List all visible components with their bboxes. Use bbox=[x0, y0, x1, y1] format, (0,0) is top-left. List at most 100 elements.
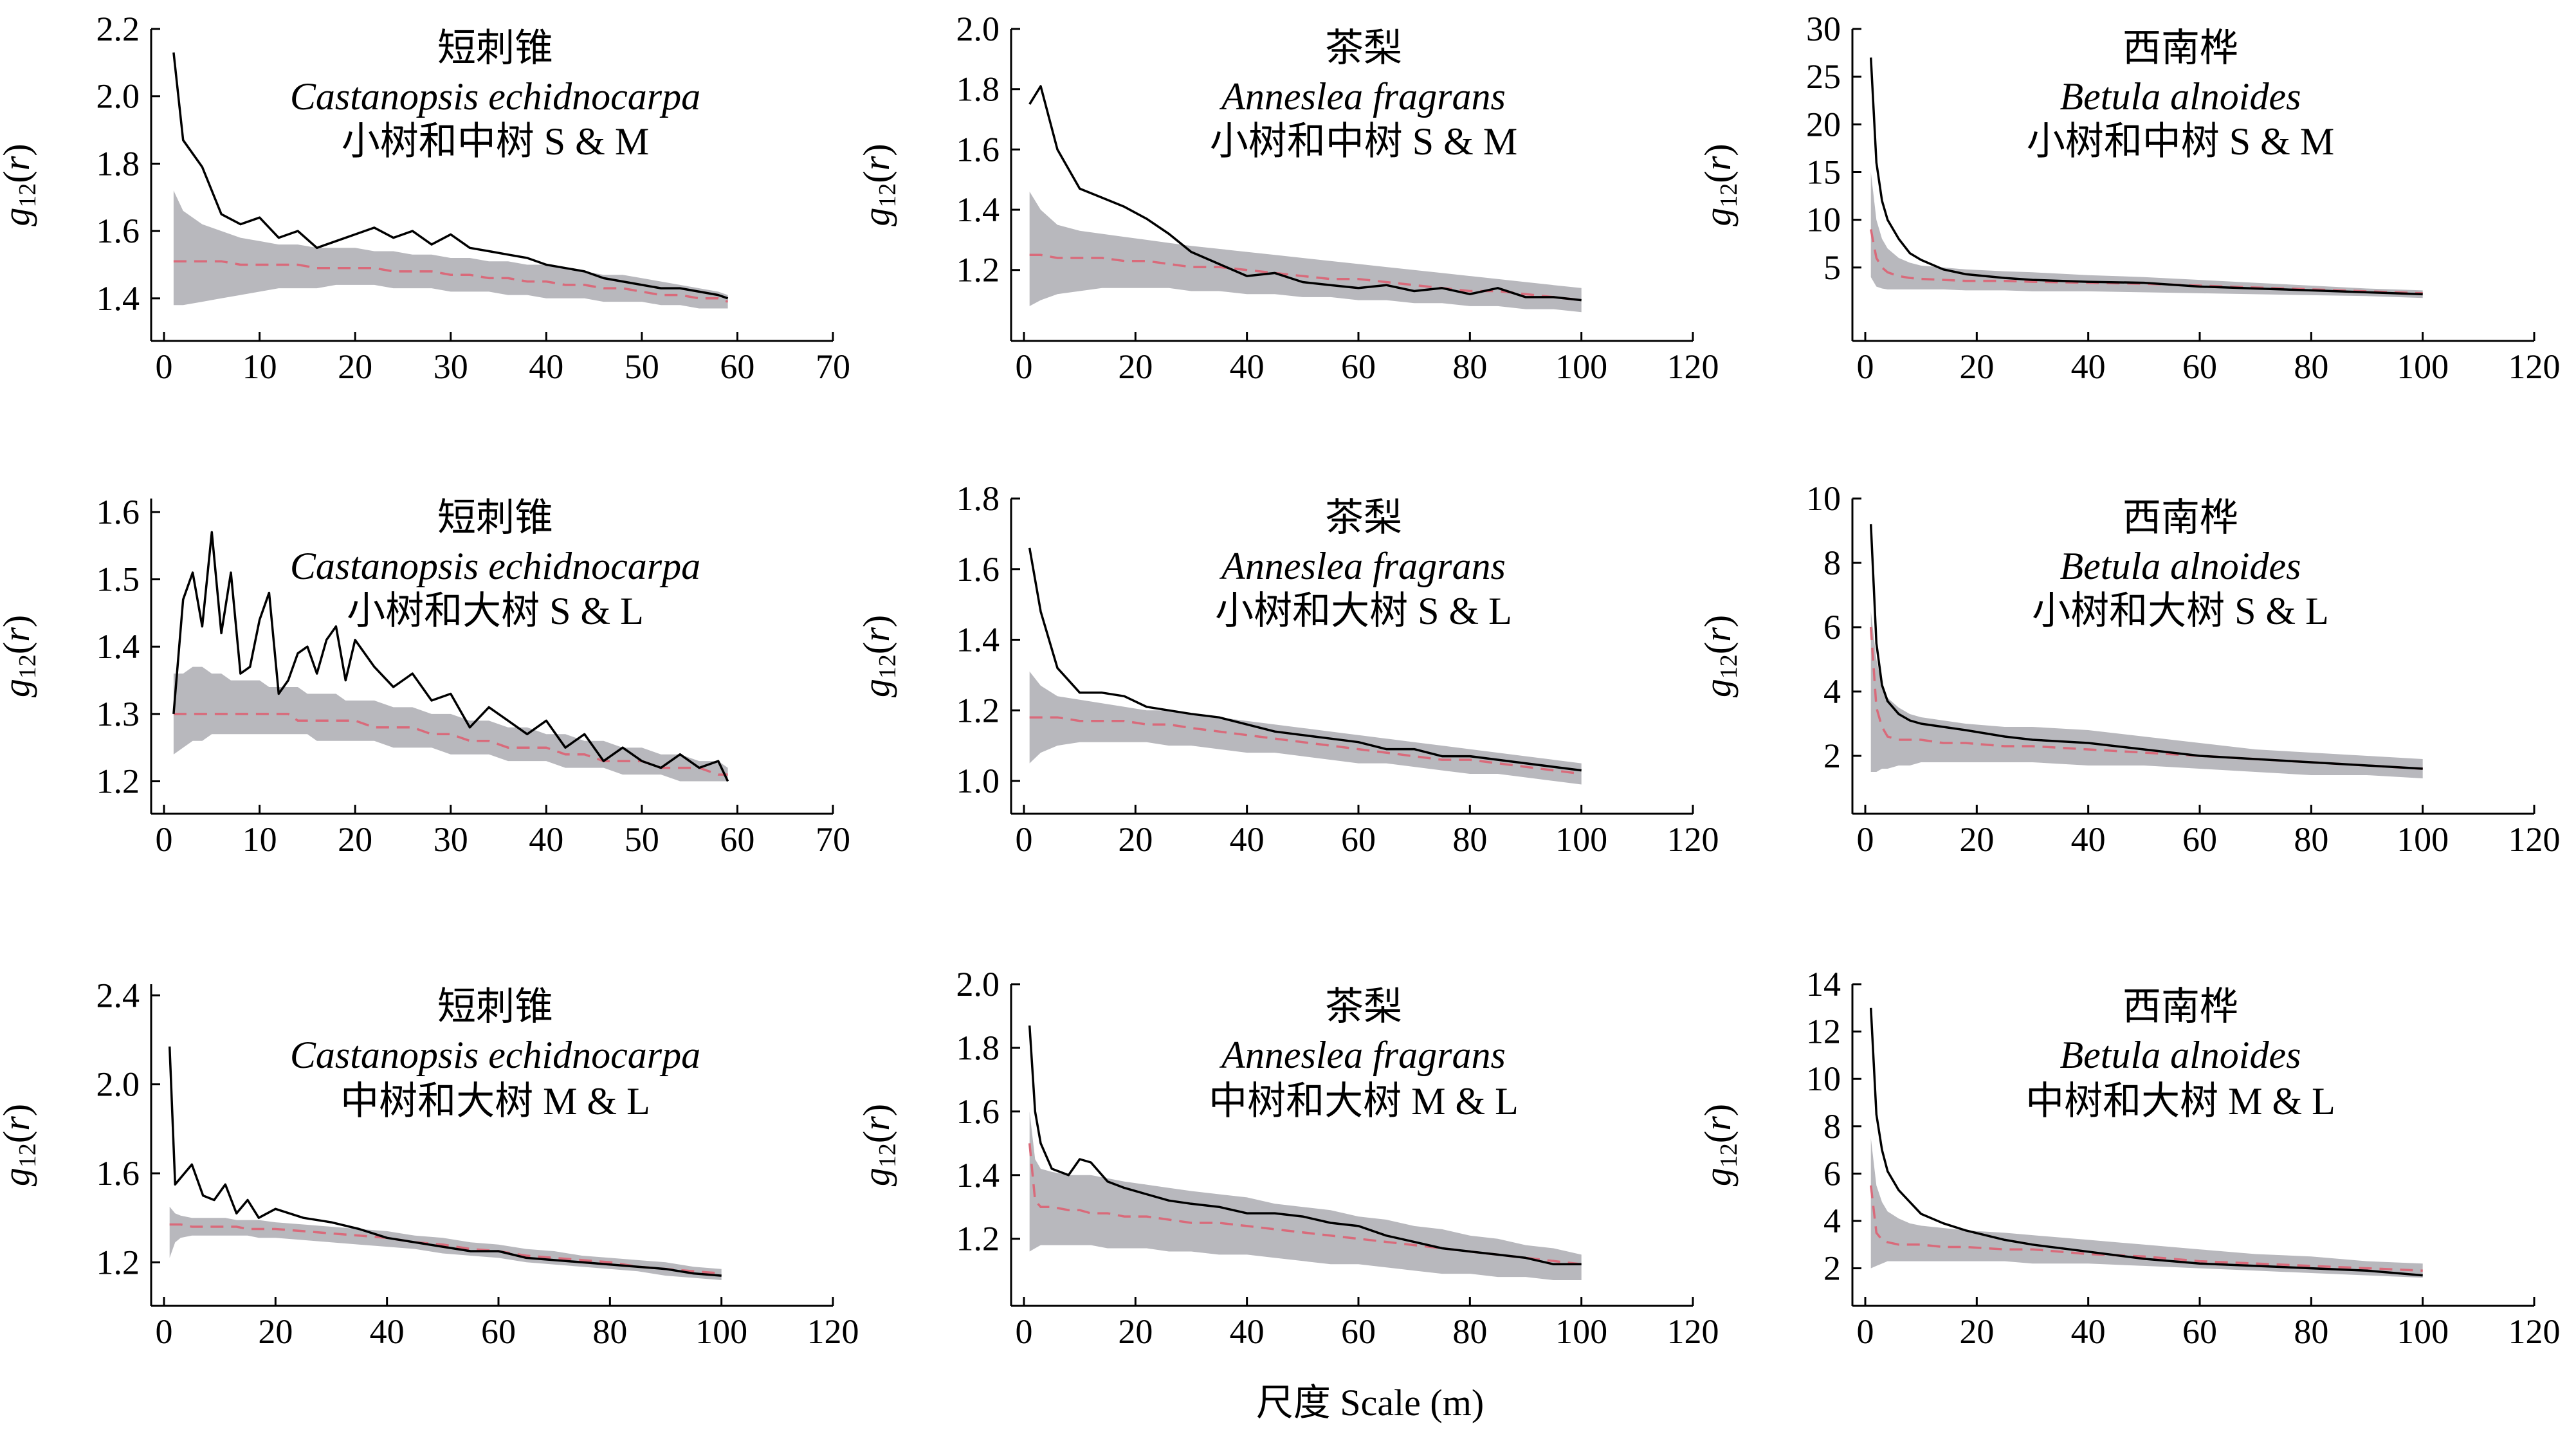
x-tick-label: 80 bbox=[2294, 347, 2328, 386]
x-tick-label: 60 bbox=[481, 1312, 516, 1351]
x-tick-label: 60 bbox=[2182, 1312, 2217, 1351]
x-tick-label: 20 bbox=[1959, 1312, 1994, 1351]
y-tick-label: 1.8 bbox=[96, 144, 140, 183]
y-tick-label: 8 bbox=[1823, 1107, 1841, 1146]
x-tick-label: 80 bbox=[1452, 347, 1487, 386]
x-tick-label: 60 bbox=[2182, 820, 2217, 859]
y-tick-label: 1.4 bbox=[96, 279, 140, 318]
y-tick-label: 8 bbox=[1823, 544, 1841, 582]
panel-title-latin: Betula alnoides bbox=[2060, 75, 2301, 118]
envelope-band bbox=[173, 190, 728, 309]
panel-1-1: 0 10 20 30 40 50 60 70 1.4 1.6 1.8 2.0 2.2 g12(r) 短刺锥 C… bbox=[0, 10, 850, 386]
panel-title-pair: 小树和大树 S & L bbox=[2032, 590, 2329, 632]
y-tick-label: 1.8 bbox=[956, 479, 1000, 518]
panel-1-3: 0 20 40 60 80 100 120 5 10 15 20 25 30 g12(r) 西南桦 Betul… bbox=[1697, 10, 2561, 386]
panel-title-chinese: 短刺锥 bbox=[437, 985, 553, 1028]
y-tick-label: 6 bbox=[1823, 608, 1841, 646]
x-tick-label: 0 bbox=[156, 1312, 173, 1351]
y-tick-label: 1.2 bbox=[956, 251, 1000, 289]
x-tick-label: 40 bbox=[1230, 1312, 1265, 1351]
x-axis-label: 尺度 Scale (m) bbox=[1256, 1382, 1484, 1424]
y-tick-label: 1.6 bbox=[956, 130, 1000, 169]
envelope-band bbox=[1870, 1138, 2423, 1278]
y-tick-label: 2.0 bbox=[956, 10, 1000, 48]
y-tick-label: 10 bbox=[1806, 1059, 1841, 1098]
expected-line bbox=[173, 713, 728, 776]
x-tick-label: 40 bbox=[370, 1312, 405, 1351]
x-tick-label: 100 bbox=[2397, 347, 2449, 386]
x-tick-label: 120 bbox=[2508, 820, 2561, 859]
panel-2-2: 0 20 40 60 80 100 120 1.0 1.2 1.4 1.6 1.8 g12(r) 茶梨 An… bbox=[855, 479, 1719, 859]
y-axis-label: g12(r) bbox=[0, 143, 41, 226]
observed-line bbox=[172, 52, 729, 300]
x-tick-label: 80 bbox=[2294, 820, 2328, 859]
y-tick-label: 5 bbox=[1823, 248, 1841, 287]
y-tick-label: 1.2 bbox=[956, 691, 1000, 729]
y-tick-label: 1.4 bbox=[956, 621, 1000, 659]
x-tick-label: 100 bbox=[1555, 1312, 1607, 1351]
y-tick-label: 1.6 bbox=[956, 1092, 1000, 1131]
y-tick-label: 2 bbox=[1823, 1249, 1841, 1288]
x-tick-label: 20 bbox=[1959, 347, 1994, 386]
x-tick-label: 10 bbox=[242, 347, 277, 386]
y-tick-label: 1.8 bbox=[956, 1029, 1000, 1067]
panel-title-pair: 小树和大树 S & L bbox=[1215, 590, 1512, 632]
envelope-band bbox=[1029, 191, 1582, 313]
panel-title-chinese: 茶梨 bbox=[1325, 497, 1402, 539]
panel-2-1: 0 10 20 30 40 50 60 70 1.2 1.3 1.4 1.5 1.6 g12(r) 短刺锥 C… bbox=[0, 493, 850, 859]
panel-3-3: 0 20 40 60 80 100 120 2 4 6 8 10 12 14 g12(r) 西南桦 Betula… bbox=[1697, 965, 2561, 1351]
x-tick-label: 60 bbox=[720, 347, 754, 386]
panel-title-chinese: 茶梨 bbox=[1325, 985, 1402, 1028]
envelope-band bbox=[169, 1206, 722, 1280]
y-axis-label: g12(r) bbox=[0, 1104, 41, 1186]
y-axis-label: g12(r) bbox=[855, 1104, 901, 1186]
y-tick-label: 1.2 bbox=[96, 1243, 140, 1281]
y-tick-label: 1.0 bbox=[956, 762, 1000, 800]
observed-line bbox=[168, 1046, 722, 1277]
x-tick-label: 120 bbox=[2508, 347, 2561, 386]
y-tick-label: 30 bbox=[1806, 10, 1841, 48]
x-tick-label: 20 bbox=[338, 820, 372, 859]
x-tick-label: 80 bbox=[2294, 1312, 2328, 1351]
observed-line bbox=[1869, 1007, 2423, 1277]
panel-title-pair: 小树和中树 S & M bbox=[1210, 120, 1517, 163]
x-tick-label: 120 bbox=[1667, 1312, 1719, 1351]
expected-line bbox=[1869, 229, 2423, 295]
x-tick-label: 20 bbox=[1118, 820, 1153, 859]
panel-title-latin: Anneslea fragrans bbox=[1219, 1034, 1506, 1076]
y-axis-label: g12(r) bbox=[855, 143, 901, 226]
observed-line bbox=[1028, 1025, 1582, 1266]
expected-line bbox=[1869, 627, 2423, 770]
y-tick-label: 1.2 bbox=[96, 762, 140, 801]
x-tick-label: 0 bbox=[156, 347, 173, 386]
panel-title-chinese: 短刺锥 bbox=[437, 27, 553, 69]
y-tick-label: 1.6 bbox=[96, 493, 140, 531]
panel-1-2: 0 20 40 60 80 100 120 1.2 1.4 1.6 1.8 2.0 g12(r) 茶梨 An… bbox=[855, 10, 1719, 386]
y-tick-label: 1.3 bbox=[96, 695, 140, 733]
panel-title-chinese: 西南桦 bbox=[2123, 985, 2238, 1028]
y-tick-label: 2.0 bbox=[96, 77, 140, 116]
y-axis-label: g12(r) bbox=[1697, 1104, 1742, 1186]
x-tick-label: 0 bbox=[1016, 347, 1033, 386]
panel-title-chinese: 西南桦 bbox=[2123, 497, 2238, 539]
panel-2-3: 0 20 40 60 80 100 120 2 4 6 8 10 g12(r) 西南桦 Betula aln… bbox=[1697, 479, 2561, 859]
panel-title-pair: 中树和大树 M & L bbox=[2025, 1080, 2335, 1123]
y-axis-label: g12(r) bbox=[1697, 143, 1742, 226]
x-tick-label: 70 bbox=[816, 820, 850, 859]
x-tick-label: 80 bbox=[1452, 1312, 1487, 1351]
x-tick-label: 40 bbox=[2071, 347, 2106, 386]
y-tick-label: 1.8 bbox=[956, 70, 1000, 109]
y-tick-label: 1.4 bbox=[956, 190, 1000, 229]
expected-line bbox=[1029, 253, 1582, 302]
x-tick-label: 120 bbox=[807, 1312, 859, 1351]
x-tick-label: 20 bbox=[1959, 820, 1994, 859]
y-tick-label: 4 bbox=[1823, 672, 1841, 711]
panel-3-1: 0 20 40 60 80 100 120 1.2 1.6 2.0 2.4 g12(r) 短刺锥 Cast… bbox=[0, 976, 859, 1351]
x-tick-label: 40 bbox=[2071, 1312, 2106, 1351]
panel-title-latin: Castanopsis echidnocarpa bbox=[290, 1034, 700, 1076]
y-tick-label: 2 bbox=[1823, 737, 1841, 775]
x-tick-label: 10 bbox=[242, 820, 277, 859]
y-tick-label: 1.4 bbox=[96, 627, 140, 666]
x-tick-label: 0 bbox=[1857, 1312, 1874, 1351]
x-tick-label: 30 bbox=[434, 820, 468, 859]
